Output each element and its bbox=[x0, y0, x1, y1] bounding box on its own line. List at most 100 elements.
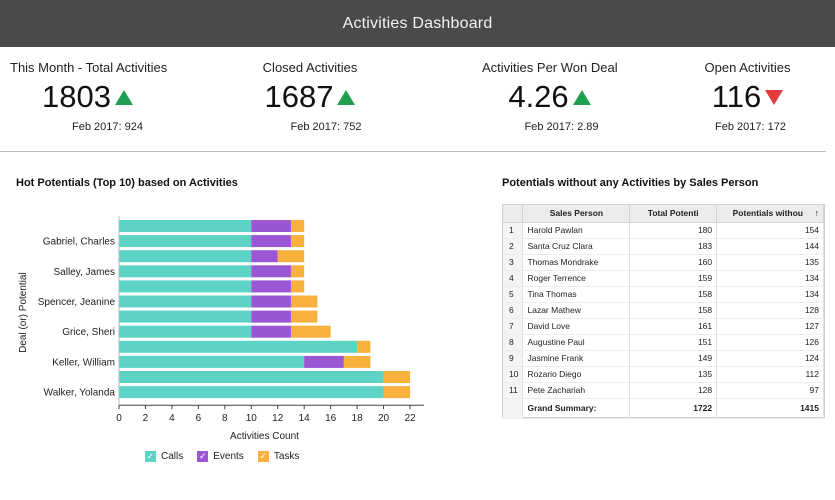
kpi-value: 4.26 bbox=[508, 79, 569, 114]
hot-potentials-chart: Gabriel, Charles Salley, James Spencer, Je… bbox=[18, 216, 424, 442]
bar-segment-tasks[interactable] bbox=[290, 310, 318, 323]
total-potentials-cell: 128 bbox=[629, 382, 718, 399]
bar-segment-tasks[interactable] bbox=[383, 371, 410, 383]
kpi-compare: Feb 2017: 752 bbox=[290, 121, 362, 133]
bar-segment-events[interactable] bbox=[251, 325, 291, 338]
bar-segment-calls[interactable] bbox=[119, 295, 252, 308]
table-row[interactable]: 2 Santa Cruz Clara 183 144 bbox=[503, 238, 824, 255]
legend-item-events[interactable]: ✓ Events bbox=[197, 451, 244, 462]
category-label: Keller, William bbox=[52, 357, 115, 368]
row-index: 7 bbox=[503, 318, 524, 335]
table-row[interactable]: 5 Tina Thomas 158 134 bbox=[503, 286, 824, 303]
kpi-value: 1687 bbox=[264, 79, 334, 114]
sales-person-cell: Harold Pawlan bbox=[522, 222, 631, 239]
row-index: 6 bbox=[503, 302, 524, 319]
row-index: 10 bbox=[503, 366, 524, 383]
bar-segment-tasks[interactable] bbox=[277, 250, 305, 263]
total-potentials-cell: 135 bbox=[629, 366, 718, 383]
legend-item-calls[interactable]: ✓ Calls bbox=[145, 451, 183, 462]
kpi-compare: Feb 2017: 2.89 bbox=[524, 121, 599, 133]
bar-segment-tasks[interactable] bbox=[290, 235, 305, 248]
row-index-header bbox=[503, 205, 524, 223]
column-header-total-potentials[interactable]: Total Potenti bbox=[629, 205, 718, 223]
checkbox-checked-icon: ✓ bbox=[145, 451, 156, 462]
bar-segment-tasks[interactable] bbox=[290, 265, 305, 278]
bar-segment-events[interactable] bbox=[251, 220, 291, 232]
legend-item-tasks[interactable]: ✓ Tasks bbox=[257, 451, 299, 462]
category-label: Grice, Sheri bbox=[62, 327, 115, 338]
x-tick-label: 10 bbox=[246, 413, 258, 424]
potentials-without-cell: 112 bbox=[716, 366, 824, 383]
x-tick-label: 4 bbox=[169, 413, 175, 424]
table-row[interactable]: 4 Roger Terrence 159 134 bbox=[503, 270, 824, 287]
bar-segment-events[interactable] bbox=[251, 265, 291, 278]
bar-segment-tasks[interactable] bbox=[290, 325, 331, 338]
x-tick-label: 0 bbox=[116, 413, 122, 424]
potentials-without-cell: 126 bbox=[716, 334, 824, 351]
bar-segment-tasks[interactable] bbox=[383, 386, 410, 399]
bar-segment-events[interactable] bbox=[251, 280, 291, 293]
total-potentials-cell: 151 bbox=[629, 334, 718, 351]
bar-segment-calls[interactable] bbox=[119, 325, 252, 338]
kpi-compare: Feb 2017: 924 bbox=[72, 121, 143, 133]
table-row[interactable]: 6 Lazar Mathew 158 128 bbox=[503, 302, 824, 319]
bar-segment-calls[interactable] bbox=[119, 250, 252, 263]
row-index: 3 bbox=[503, 254, 524, 271]
table-row[interactable]: 11 Pete Zachariah 128 97 bbox=[503, 382, 824, 399]
bar-segment-events[interactable] bbox=[304, 355, 344, 368]
table-row[interactable]: 7 David Love 161 127 bbox=[503, 318, 824, 335]
bar-segment-calls[interactable] bbox=[119, 265, 252, 278]
bar-segment-events[interactable] bbox=[251, 235, 291, 248]
bar-segment-calls[interactable] bbox=[119, 355, 305, 368]
bar-segment-calls[interactable] bbox=[119, 280, 252, 293]
potentials-without-cell: 134 bbox=[716, 286, 824, 303]
total-potentials-cell: 158 bbox=[629, 302, 718, 319]
legend-label: Calls bbox=[161, 451, 184, 462]
table-row[interactable]: 10 Rozario Diego 135 112 bbox=[503, 366, 824, 383]
table-header-row: Sales Person Total Potenti Potentials wi… bbox=[503, 205, 824, 223]
potentials-without-cell: 134 bbox=[716, 270, 824, 287]
bar-segment-events[interactable] bbox=[251, 310, 291, 323]
sales-person-cell: David Love bbox=[522, 318, 631, 335]
bar-segment-events[interactable] bbox=[251, 295, 291, 308]
bar-segment-events[interactable] bbox=[251, 250, 278, 263]
table-row[interactable]: 1 Harold Pawlan 180 154 bbox=[503, 222, 824, 239]
bar-segment-calls[interactable] bbox=[119, 386, 384, 399]
bar-segment-tasks[interactable] bbox=[290, 280, 305, 293]
row-index: 1 bbox=[503, 222, 524, 239]
kpi-activities-per-won-deal: Activities Per Won Deal 4.26 Feb 2017: 2… bbox=[482, 60, 618, 140]
sales-person-cell: Lazar Mathew bbox=[522, 302, 631, 319]
bar-segment-calls[interactable] bbox=[119, 340, 358, 353]
bar-segment-tasks[interactable] bbox=[343, 355, 371, 368]
x-tick-label: 22 bbox=[404, 413, 416, 424]
legend-label: Events bbox=[213, 451, 244, 462]
sort-ascending-icon[interactable]: ↑ bbox=[814, 208, 820, 219]
potentials-without-cell: 144 bbox=[716, 238, 824, 255]
kpi-title: Closed Activities bbox=[262, 60, 358, 75]
column-header-sales-person[interactable]: Sales Person bbox=[522, 205, 631, 223]
bar-segment-tasks[interactable] bbox=[290, 220, 305, 232]
grand-summary-without: 1415 bbox=[716, 397, 824, 419]
x-tick-label: 16 bbox=[325, 413, 337, 424]
bar-segment-calls[interactable] bbox=[119, 235, 252, 248]
sales-person-cell: Augustine Paul bbox=[522, 334, 631, 351]
table-row[interactable]: 9 Jasmine Frank 149 124 bbox=[503, 350, 824, 367]
x-tick-label: 14 bbox=[299, 413, 311, 424]
table-row[interactable]: 8 Augustine Paul 151 126 bbox=[503, 334, 824, 351]
bar-segment-calls[interactable] bbox=[119, 220, 252, 232]
bar-segment-tasks[interactable] bbox=[357, 340, 371, 353]
potentials-table: Sales Person Total Potenti Potentials wi… bbox=[502, 204, 825, 419]
column-header-potentials-without[interactable]: Potentials withou ↑ bbox=[716, 205, 824, 223]
table-row[interactable]: 3 Thomas Mondrake 160 135 bbox=[503, 254, 824, 271]
total-potentials-cell: 183 bbox=[629, 238, 718, 255]
kpi-title: Open Activities bbox=[704, 60, 791, 75]
row-index: 2 bbox=[503, 238, 524, 255]
column-header-label: Potentials withou bbox=[732, 208, 803, 219]
bar-segment-tasks[interactable] bbox=[290, 295, 318, 308]
arrow-down-icon bbox=[765, 89, 784, 105]
potentials-without-cell: 154 bbox=[716, 222, 824, 239]
sales-person-cell: Rozario Diego bbox=[522, 366, 631, 383]
section-divider bbox=[0, 151, 826, 152]
bar-segment-calls[interactable] bbox=[119, 310, 252, 323]
bar-segment-calls[interactable] bbox=[119, 371, 384, 383]
